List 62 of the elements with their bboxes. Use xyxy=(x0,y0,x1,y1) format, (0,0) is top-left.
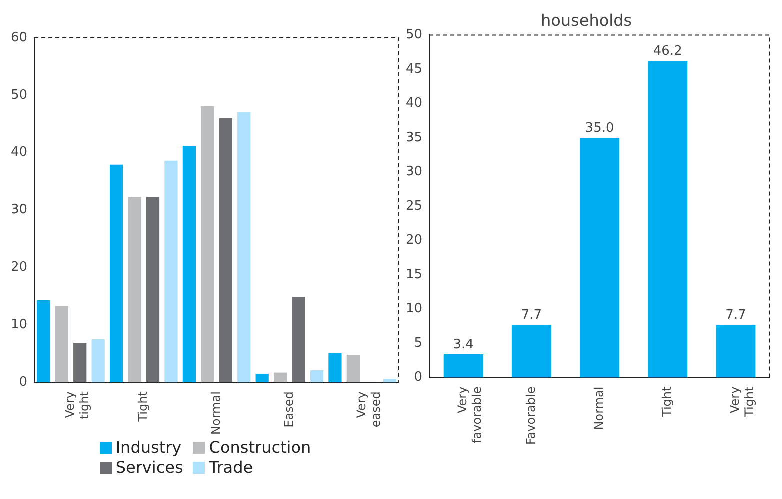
y-tick-label: 15 xyxy=(406,267,423,282)
y-tick-label: 40 xyxy=(406,96,423,112)
bar xyxy=(74,342,87,383)
bar xyxy=(292,297,306,383)
bar xyxy=(512,325,552,378)
bar xyxy=(383,379,396,383)
bar xyxy=(201,106,214,383)
legend-label: Trade xyxy=(209,458,254,478)
x-tick-label: Very eased xyxy=(354,392,384,428)
y-tick-label: 35 xyxy=(406,130,423,146)
x-tick-label: Very Tight xyxy=(728,386,756,418)
bar xyxy=(346,355,360,383)
y-tick-label: 50 xyxy=(10,88,28,103)
y-tick-label: 10 xyxy=(10,318,28,333)
y-tick-label: 30 xyxy=(406,164,423,180)
bar xyxy=(219,118,232,383)
y-tick-label: 40 xyxy=(10,145,28,160)
data-label: 46.2 xyxy=(653,44,682,60)
data-label: 7.7 xyxy=(726,308,746,323)
bar xyxy=(328,353,342,383)
bar xyxy=(310,370,324,383)
y-tick-label: 5 xyxy=(414,336,423,351)
legend-label: Industry xyxy=(116,438,182,458)
bar xyxy=(92,340,105,383)
y-tick-label: 50 xyxy=(406,28,423,43)
x-tick-label: Favorable xyxy=(524,386,538,445)
y-tick-label: 20 xyxy=(406,233,423,248)
y-tick-label: 25 xyxy=(406,198,423,214)
bar xyxy=(444,354,484,378)
x-tick-label: Normal xyxy=(592,386,606,430)
bar xyxy=(110,164,124,383)
y-tick-label: 60 xyxy=(10,30,28,46)
data-label: 7.7 xyxy=(521,308,542,323)
x-tick-label: Very tight xyxy=(63,391,92,420)
bar xyxy=(55,306,68,383)
data-label: 3.4 xyxy=(453,337,474,352)
y-tick-label: 10 xyxy=(406,302,423,317)
x-tick-label: Tight xyxy=(660,386,674,418)
y-tick-label: 30 xyxy=(10,202,28,218)
x-tick-label: Very favorable xyxy=(456,386,484,444)
bar xyxy=(256,374,269,383)
x-tick-label: Eased xyxy=(282,392,296,428)
legend-label: Construction xyxy=(209,438,312,458)
x-tick-label: Tight xyxy=(136,391,150,423)
x-tick-label: Normal xyxy=(208,392,223,436)
y-tick-label: 45 xyxy=(406,62,423,77)
data-label: 35.0 xyxy=(585,120,614,136)
bar xyxy=(182,146,196,383)
bar xyxy=(648,61,688,378)
bar xyxy=(164,160,178,383)
bar xyxy=(37,300,50,383)
chart-title: households xyxy=(540,10,632,30)
bar xyxy=(128,197,142,383)
y-tick-label: 0 xyxy=(19,374,28,390)
bar xyxy=(274,372,288,383)
legend-label: Services xyxy=(116,458,184,478)
bar xyxy=(238,112,251,383)
bar xyxy=(146,197,160,383)
y-tick-label: 20 xyxy=(10,260,28,276)
bar xyxy=(716,325,756,378)
y-tick-label: 0 xyxy=(414,370,423,386)
bar xyxy=(580,138,620,378)
